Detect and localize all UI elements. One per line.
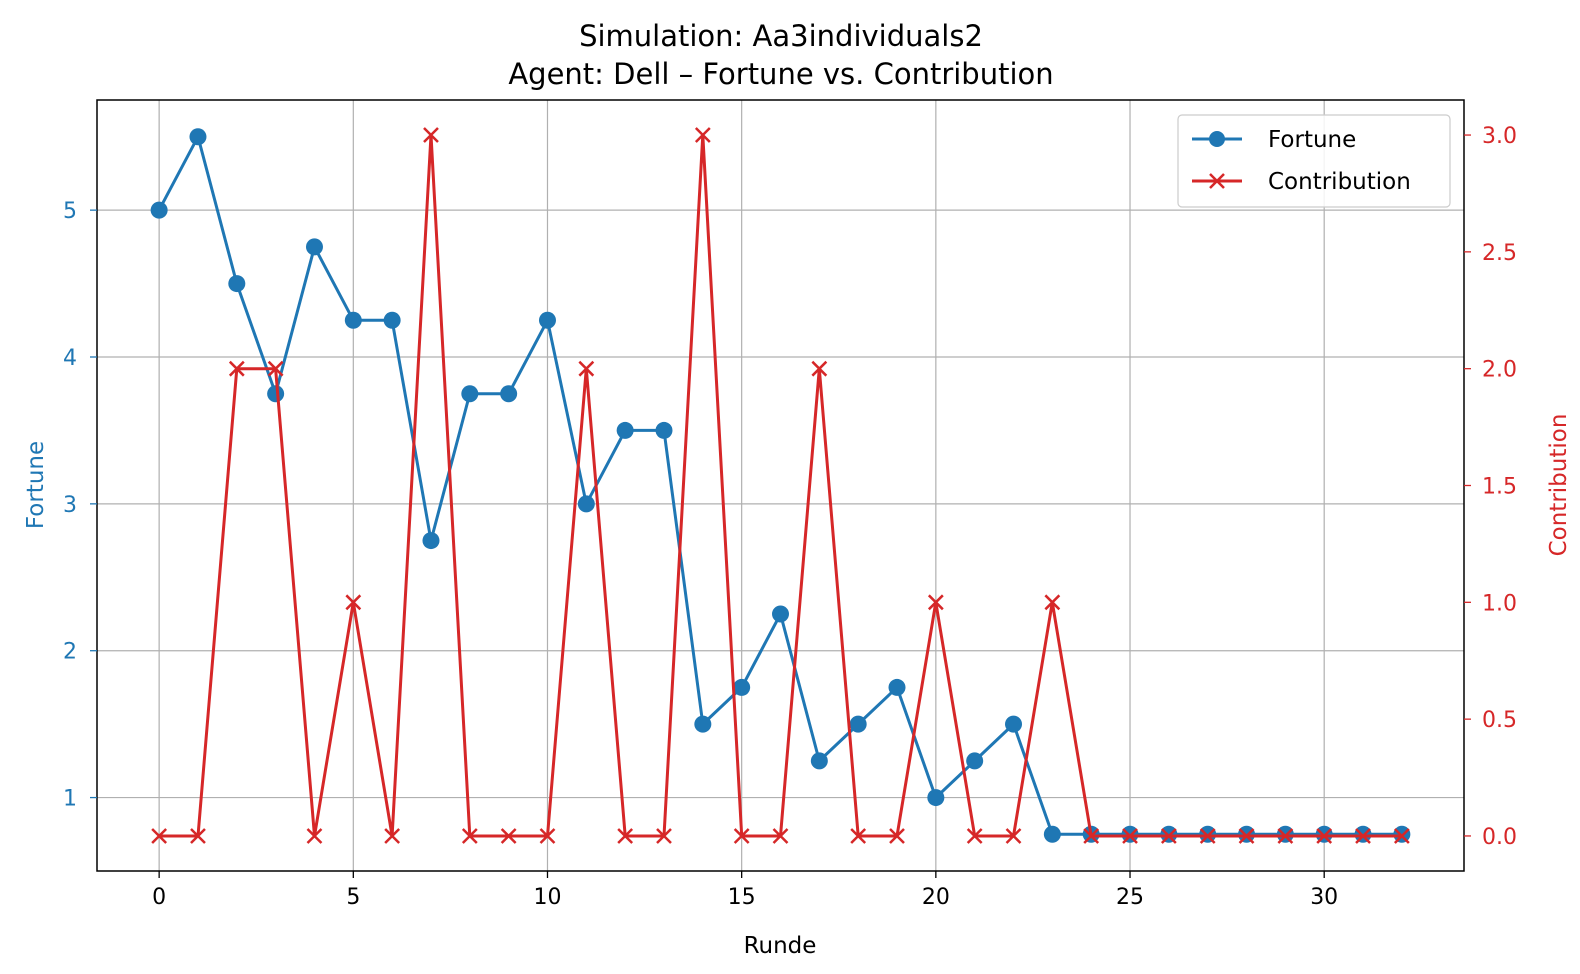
series-fortune-point — [772, 605, 789, 623]
y-left-tick-label: 5 — [63, 199, 77, 224]
x-tick-label: 10 — [533, 885, 561, 910]
x-tick-label: 20 — [922, 885, 950, 910]
y-left-tick-label: 2 — [63, 640, 77, 665]
series-contribution-point — [500, 828, 517, 844]
series-fortune-point — [189, 128, 207, 146]
series-fortune-point — [577, 495, 595, 513]
x-tick-label: 5 — [346, 885, 360, 910]
series-fortune-point — [927, 789, 945, 807]
series-fortune-point — [383, 311, 401, 329]
series-fortune-point — [888, 678, 906, 696]
y-left-tick-label: 3 — [63, 493, 77, 518]
series-fortune-point — [966, 752, 984, 770]
series-fortune-point — [267, 385, 285, 403]
chart-title-line2: Agent: Dell – Fortune vs. Contribution — [508, 57, 1053, 91]
series-contribution-point — [811, 360, 828, 377]
legend-fortune-marker — [1209, 131, 1225, 147]
series-contribution-point — [772, 828, 789, 844]
y-left-tick-label: 1 — [63, 787, 77, 812]
y-left-tick-label: 4 — [63, 346, 77, 371]
series-contribution-point — [617, 828, 634, 844]
series-contribution-point — [151, 828, 168, 844]
series-contribution-point — [1393, 828, 1410, 844]
series-fortune-point — [500, 385, 518, 403]
series-contribution-point — [694, 127, 711, 143]
series-contribution-point — [578, 360, 595, 377]
series-contribution-point — [927, 594, 944, 611]
series-contribution-point — [850, 828, 867, 844]
y-axis-right-label: Contribution — [1546, 414, 1572, 557]
series-contribution-point — [1005, 828, 1022, 844]
x-tick-label: 25 — [1116, 885, 1144, 910]
series-contribution-line — [159, 133, 1402, 838]
x-tick-label: 0 — [152, 885, 166, 910]
plot-series — [150, 127, 1411, 844]
y-axis-left-label: Fortune — [23, 441, 49, 529]
series-contribution-point — [1083, 828, 1100, 844]
y-right-tick-label: 1.5 — [1482, 475, 1517, 500]
series-fortune-point — [344, 311, 362, 329]
x-tick-label: 30 — [1310, 885, 1338, 910]
series-contribution-point — [384, 828, 401, 844]
series-contribution-point — [423, 127, 439, 143]
series-contribution-point — [1122, 828, 1138, 844]
series-fortune-point — [733, 678, 751, 696]
series-contribution-point — [539, 828, 556, 844]
x-axis-label: Runde — [744, 933, 817, 959]
series-fortune-point — [1005, 715, 1023, 733]
series-fortune-point — [150, 201, 168, 219]
series-fortune-point — [305, 238, 323, 256]
series-contribution-point — [733, 828, 750, 844]
series-contribution-point — [889, 828, 905, 844]
series-contribution-point — [190, 828, 206, 844]
series-fortune-point — [422, 532, 440, 550]
series-fortune-line — [157, 135, 1402, 836]
series-fortune-point — [228, 275, 246, 293]
series-fortune-point — [616, 421, 634, 439]
y-right-tick-label: 2.0 — [1482, 358, 1517, 383]
series-contribution-point — [1238, 828, 1255, 844]
series-contribution-point — [656, 828, 672, 844]
axis-ticks: 0 5 10 15 20 25 30 1 2 3 4 5 0.0 0.5 1.0 1.5 2.0 2.5 3.0 — [63, 124, 1517, 910]
legend-fortune-label: Fortune — [1268, 127, 1356, 153]
series-contribution-point — [306, 828, 323, 844]
y-right-tick-label: 3.0 — [1482, 124, 1517, 149]
series-fortune-point — [461, 385, 479, 403]
legend-contribution-marker — [1209, 173, 1225, 189]
y-right-tick-label: 2.5 — [1482, 241, 1517, 266]
series-contribution-point — [1199, 828, 1216, 844]
y-right-tick-label: 1.0 — [1482, 591, 1517, 616]
y-right-tick-label: 0.0 — [1482, 825, 1517, 850]
series-fortune-point — [810, 752, 828, 770]
series-fortune-point — [694, 715, 712, 733]
y-right-tick-label: 0.5 — [1482, 708, 1517, 733]
series-contribution-point — [345, 594, 362, 611]
series-contribution-point — [1044, 594, 1061, 611]
grid — [97, 100, 1464, 871]
series-contribution-point — [1160, 828, 1177, 844]
legend-box — [1177, 114, 1451, 208]
x-tick-label: 15 — [728, 885, 756, 910]
series-fortune-point — [1043, 825, 1061, 843]
series-contribution-point — [1277, 828, 1294, 844]
series-contribution-point — [461, 828, 478, 844]
series-contribution-point — [267, 360, 284, 377]
chart-title-line1: Simulation: Aa3individuals2 — [579, 19, 983, 53]
series-contribution-point — [1316, 828, 1333, 844]
legend: Fortune Contribution — [1177, 114, 1451, 208]
series-contribution-point — [228, 360, 245, 377]
series-contribution-point — [966, 828, 983, 844]
plot-frame — [96, 99, 1465, 872]
series-fortune-point — [655, 421, 673, 439]
series-fortune-point — [538, 311, 556, 329]
legend-contribution-label: Contribution — [1268, 169, 1411, 195]
series-fortune-point — [849, 715, 867, 733]
series-contribution-point — [1355, 828, 1371, 844]
